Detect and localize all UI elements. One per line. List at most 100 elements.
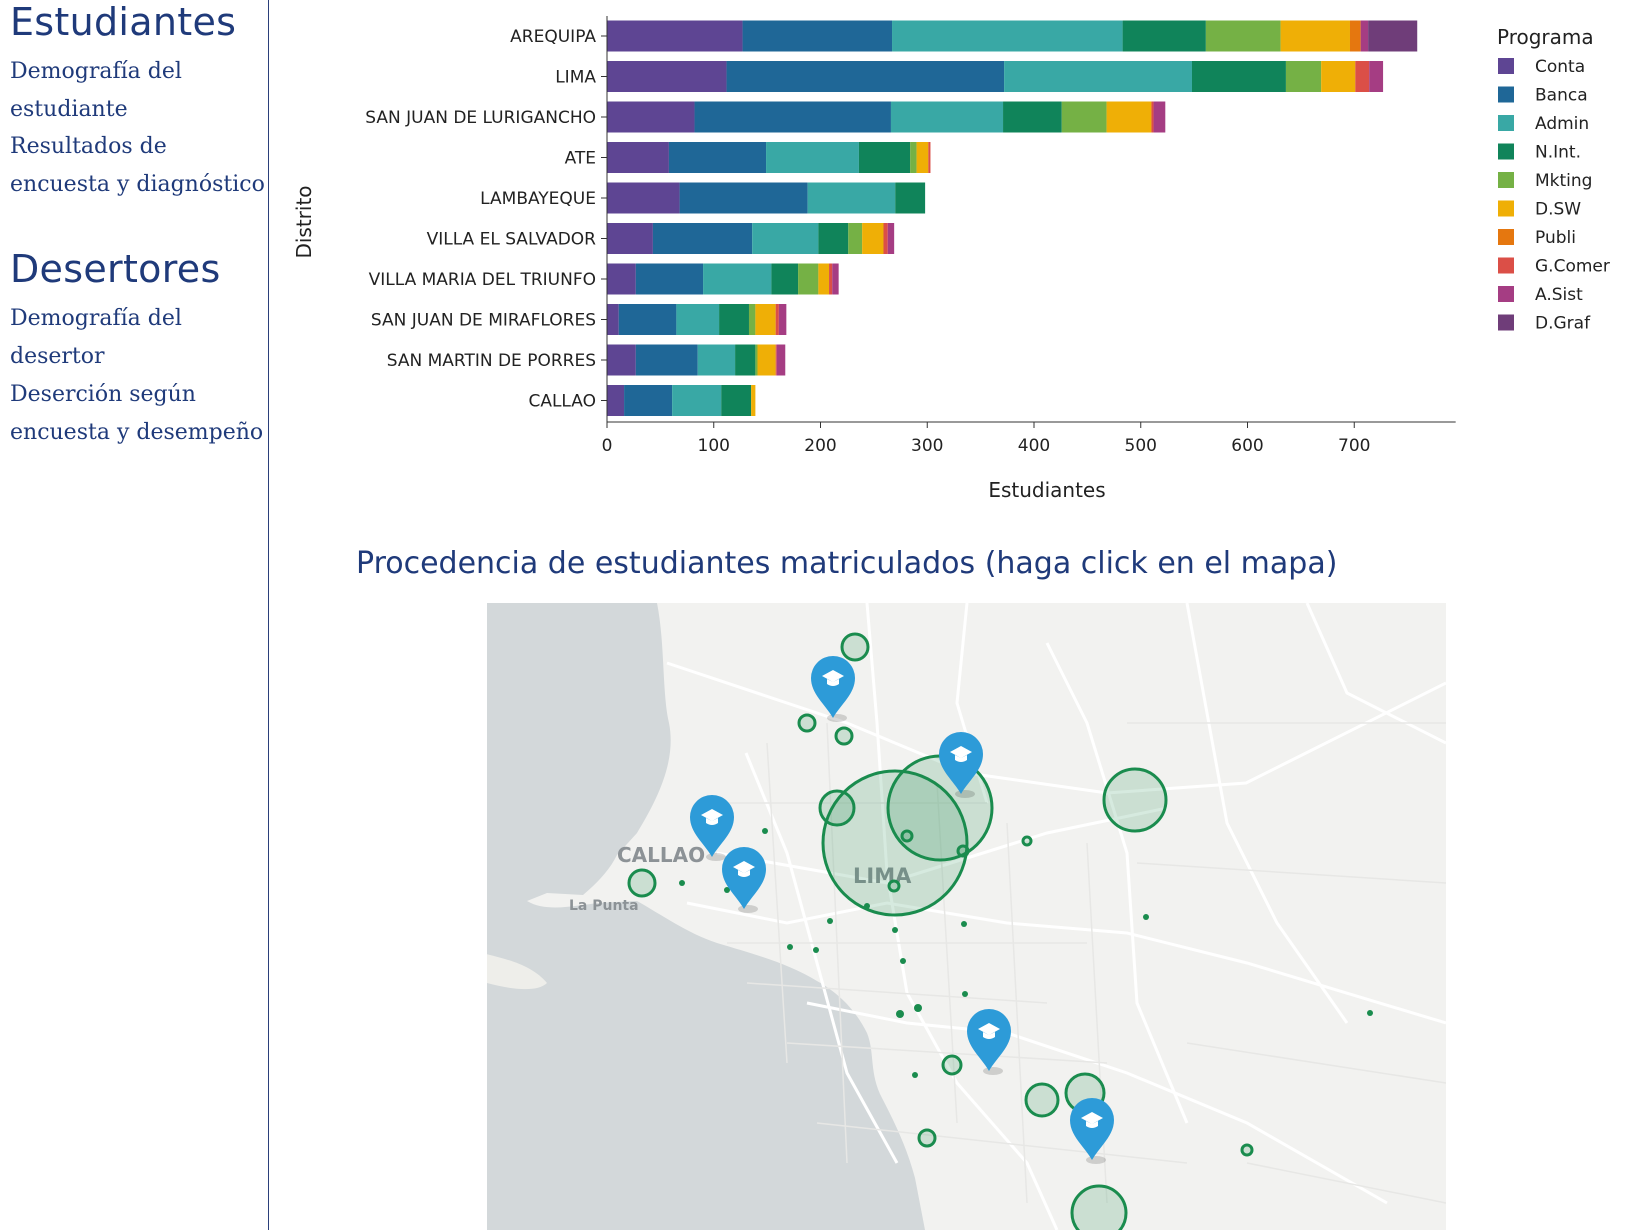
bar-segment[interactable] <box>721 385 752 416</box>
circle-17[interactable] <box>956 844 970 858</box>
bar-segment[interactable] <box>848 223 863 254</box>
bar-segment[interactable] <box>607 142 669 173</box>
bar-segment[interactable] <box>892 20 1123 52</box>
circle-6[interactable] <box>627 868 657 898</box>
circle-9[interactable] <box>941 1054 963 1076</box>
legend-item[interactable]: G.Comer <box>1498 257 1610 277</box>
bar-segment[interactable] <box>1321 61 1356 92</box>
bar-segment[interactable] <box>775 344 777 376</box>
bar-segment[interactable] <box>890 101 1004 133</box>
map-view[interactable]: CALLAO LIMA La Punta <box>487 603 1446 1230</box>
bar-segment[interactable] <box>742 20 893 52</box>
bar-segment[interactable] <box>1153 101 1166 133</box>
bar-segment[interactable] <box>679 182 808 214</box>
bar-segment[interactable] <box>694 101 891 133</box>
bar-segment[interactable] <box>1106 101 1152 133</box>
bar-segment[interactable] <box>607 263 636 295</box>
circle-3[interactable] <box>1102 767 1168 833</box>
bar-segment[interactable] <box>607 344 636 376</box>
circle-14[interactable] <box>1021 835 1033 847</box>
legend-item[interactable]: Admin <box>1498 114 1589 134</box>
bar-segment[interactable] <box>1191 61 1286 92</box>
bar-segment[interactable] <box>1061 101 1107 133</box>
bar-segment[interactable] <box>916 142 929 173</box>
bar-segment[interactable] <box>624 385 673 416</box>
bar-segment[interactable] <box>818 263 830 295</box>
bar-segment[interactable] <box>755 304 776 335</box>
bar-segment[interactable] <box>735 344 756 376</box>
bar-segment[interactable] <box>1122 20 1206 52</box>
student-circles[interactable] <box>627 632 1254 1230</box>
graduation-cap-icon[interactable] <box>690 795 734 861</box>
bar-segment[interactable] <box>832 263 839 295</box>
graduation-cap-icon[interactable] <box>939 732 983 798</box>
bar-segment[interactable] <box>928 142 931 173</box>
bar-segment[interactable] <box>607 304 619 335</box>
legend-item[interactable]: Mkting <box>1498 171 1592 191</box>
bar-segment[interactable] <box>1285 61 1322 92</box>
circle-16[interactable] <box>900 829 914 843</box>
bar-segment[interactable] <box>607 61 727 92</box>
bar-segment[interactable] <box>726 61 1005 92</box>
bar-segment[interactable] <box>676 304 720 335</box>
bar-segment[interactable] <box>895 182 926 214</box>
circle-15[interactable] <box>1240 1143 1254 1157</box>
bars-layer[interactable] <box>607 20 1418 417</box>
bar-segment[interactable] <box>858 142 911 173</box>
circle-10[interactable] <box>1024 1082 1060 1118</box>
bar-segment[interactable] <box>751 385 756 416</box>
bar-segment[interactable] <box>607 101 695 133</box>
legend-item[interactable]: D.Graf <box>1498 314 1591 334</box>
bar-segment[interactable] <box>1349 20 1361 52</box>
circle-7[interactable] <box>797 713 817 733</box>
bar-segment[interactable] <box>798 263 819 295</box>
circle-12[interactable] <box>917 1128 937 1148</box>
bar-segment[interactable] <box>672 385 722 416</box>
bar-segment[interactable] <box>607 20 743 52</box>
legend-item[interactable]: D.SW <box>1498 200 1581 220</box>
bar-segment[interactable] <box>818 223 849 254</box>
bar-segment[interactable] <box>752 223 819 254</box>
bar-segment[interactable] <box>1151 101 1154 133</box>
circle-4[interactable] <box>840 632 870 662</box>
circle-1[interactable] <box>821 769 969 917</box>
graduation-cap-icon[interactable] <box>967 1009 1011 1075</box>
nav-link-demografia-estudiante[interactable]: Demografía del estudiante <box>10 59 182 122</box>
legend-item[interactable]: Banca <box>1498 86 1588 106</box>
circle-13[interactable] <box>1070 1184 1128 1230</box>
nav-link-resultados-encuesta[interactable]: Resultados de encuesta y diagnóstico <box>10 134 265 197</box>
bar-segment[interactable] <box>829 263 833 295</box>
bar-segment[interactable] <box>1003 101 1062 133</box>
bar-segment[interactable] <box>910 142 917 173</box>
bar-segment[interactable] <box>607 182 680 214</box>
bar-segment[interactable] <box>607 223 653 254</box>
bar-segment[interactable] <box>807 182 896 214</box>
bar-segment[interactable] <box>757 344 776 376</box>
legend-item[interactable]: Publi <box>1498 228 1576 248</box>
bar-segment[interactable] <box>1355 61 1370 92</box>
bar-segment[interactable] <box>652 223 753 254</box>
bar-segment[interactable] <box>697 344 736 376</box>
bar-segment[interactable] <box>1280 20 1350 52</box>
bar-segment[interactable] <box>778 304 787 335</box>
bar-segment[interactable] <box>635 263 704 295</box>
bar-segment[interactable] <box>703 263 772 295</box>
bar-segment[interactable] <box>883 223 888 254</box>
graduation-cap-icon[interactable] <box>1070 1098 1114 1164</box>
bar-segment[interactable] <box>1360 20 1369 52</box>
bar-segment[interactable] <box>862 223 884 254</box>
bar-segment[interactable] <box>1004 61 1192 92</box>
circle-18[interactable] <box>887 879 901 893</box>
bar-segment[interactable] <box>618 304 677 335</box>
bar-segment[interactable] <box>775 304 779 335</box>
bar-segment[interactable] <box>766 142 859 173</box>
bar-segment[interactable] <box>1369 61 1384 92</box>
bar-segment[interactable] <box>607 385 625 416</box>
graduation-cap-icon[interactable] <box>811 656 855 722</box>
legend[interactable]: Conta Banca Admin N.Int. Mkting D.SW Publi G.Co… <box>1498 57 1610 334</box>
circle-5[interactable] <box>818 789 856 827</box>
nav-link-desercion-encuesta[interactable]: Deserción según encuesta y desempeño <box>10 382 264 445</box>
bar-segment[interactable] <box>1368 20 1418 52</box>
legend-item[interactable]: A.Sist <box>1498 285 1583 305</box>
bar-segment[interactable] <box>668 142 767 173</box>
